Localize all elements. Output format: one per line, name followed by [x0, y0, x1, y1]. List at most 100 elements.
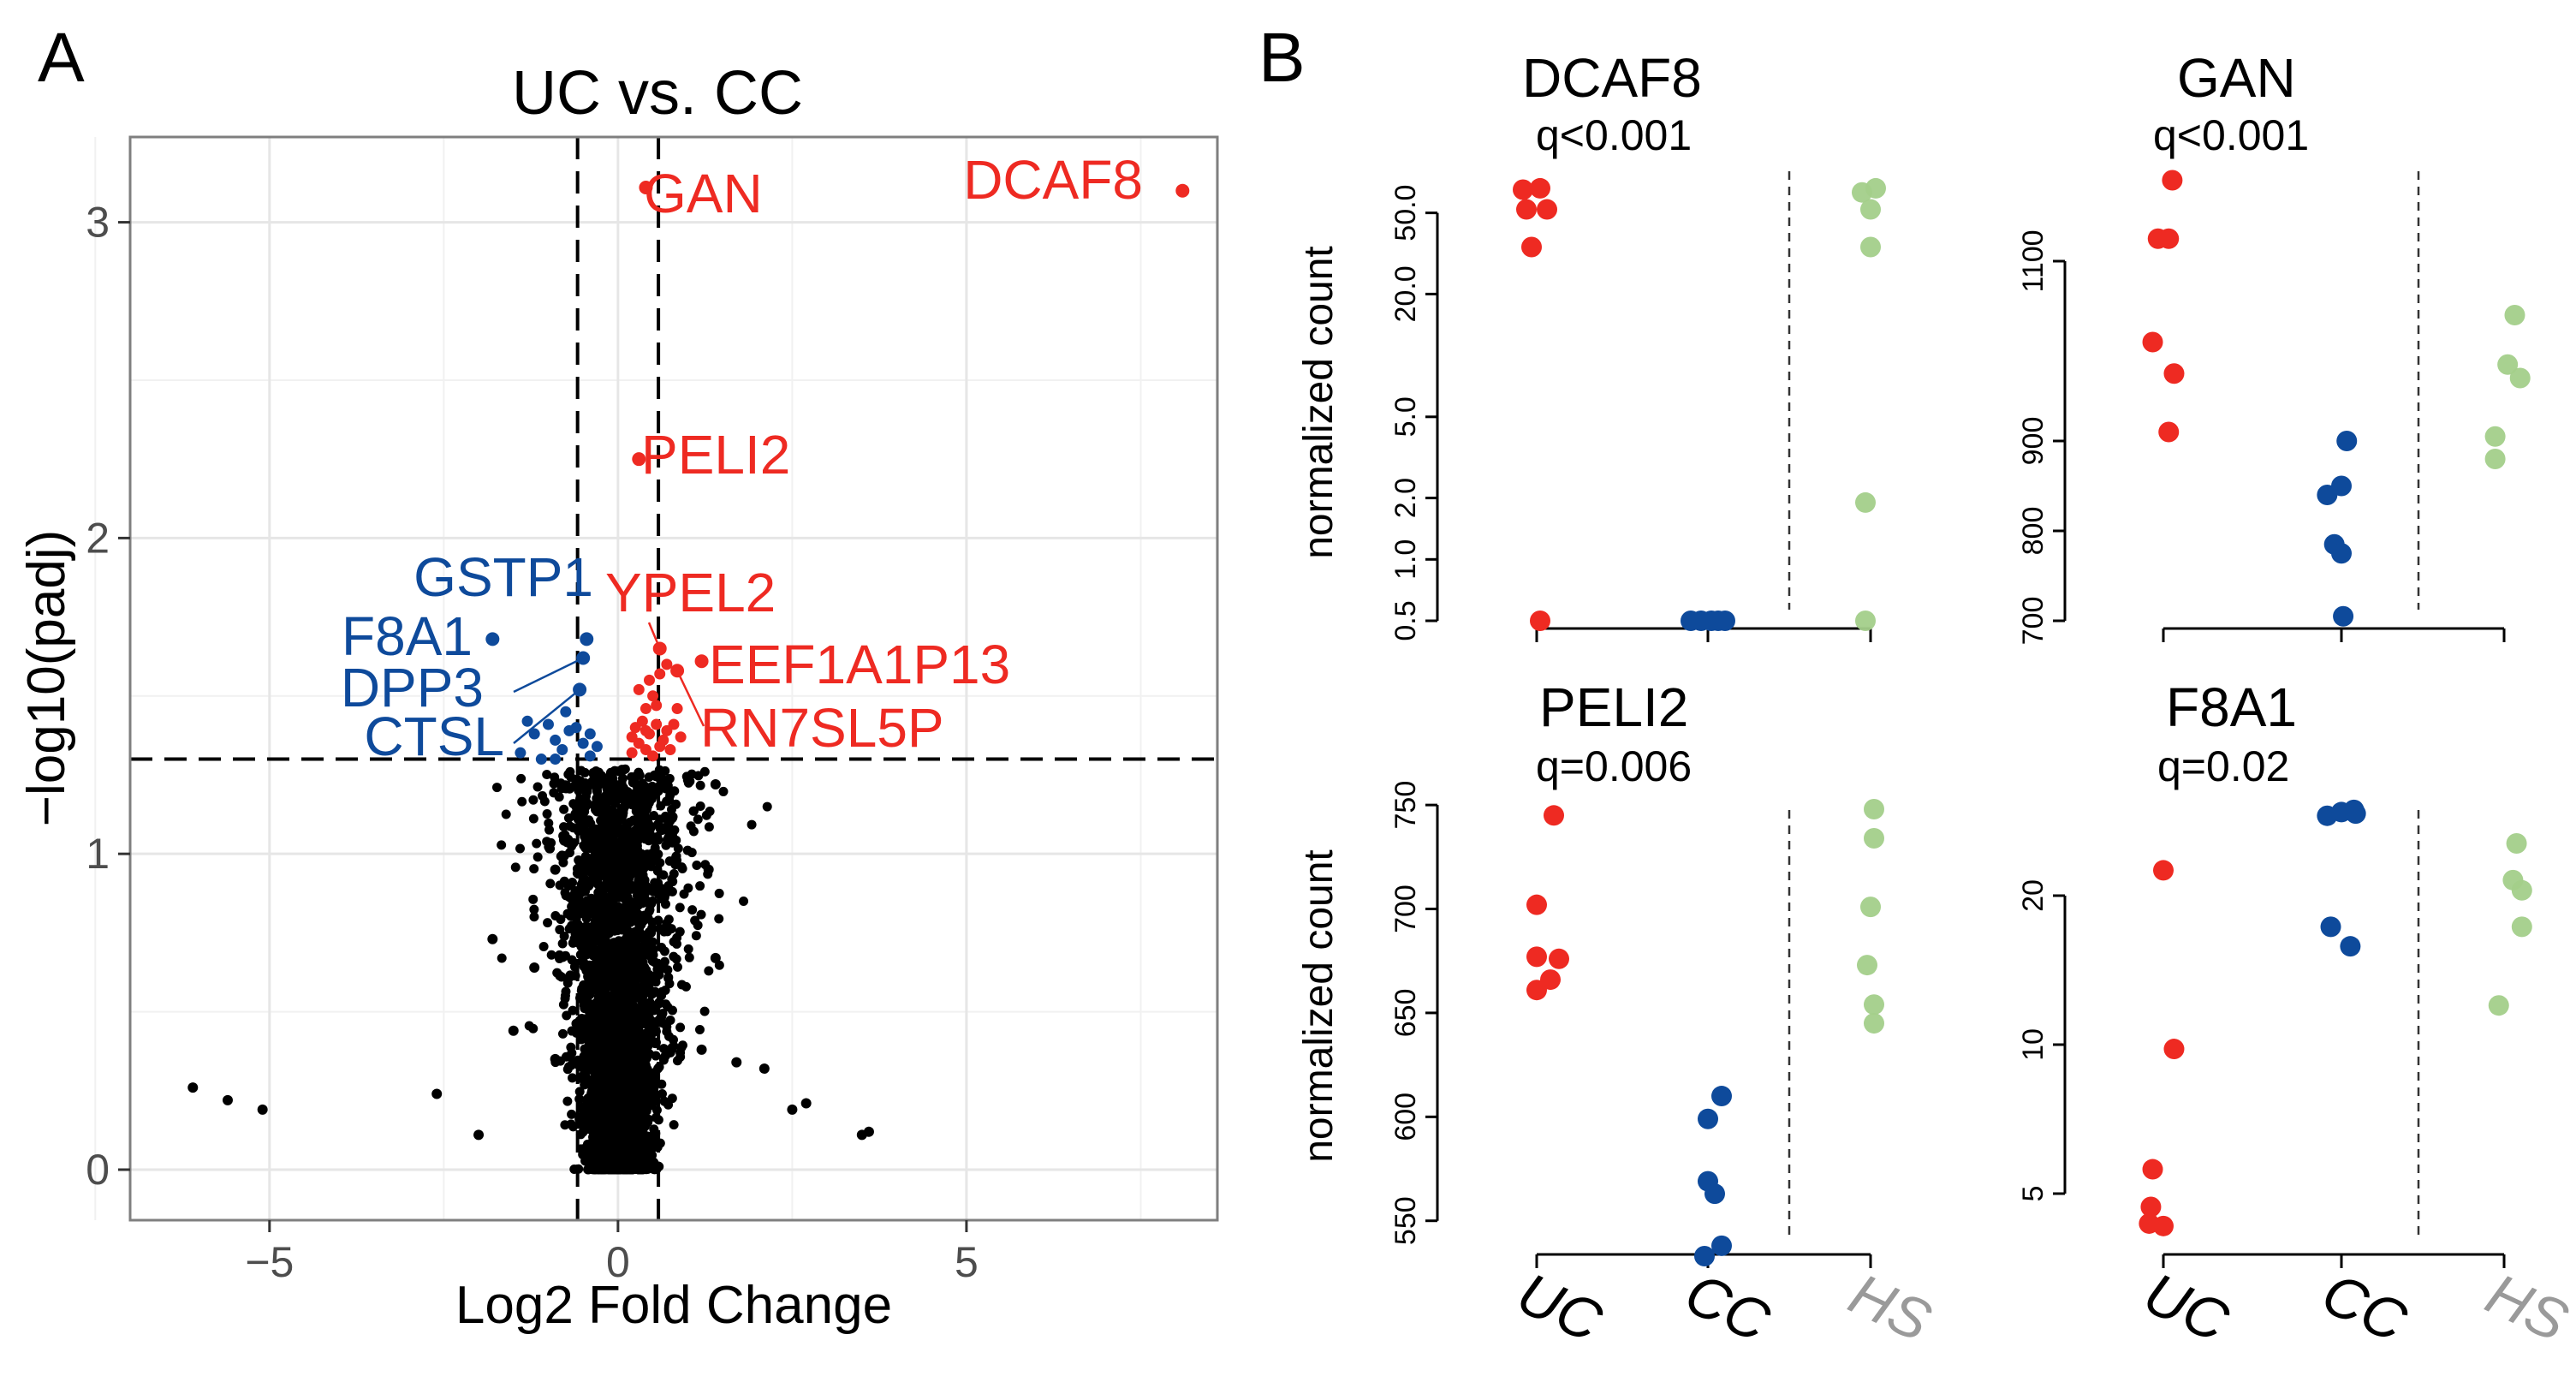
ns-point — [651, 1112, 661, 1123]
ns-point — [616, 793, 626, 803]
ns-point — [660, 985, 670, 995]
ns-point — [625, 870, 635, 880]
ns-point — [646, 898, 657, 908]
point-cc — [1711, 1086, 1732, 1107]
group-label-cc: CC — [2312, 1260, 2417, 1355]
strip-y-label-top: normalized count — [1296, 246, 1342, 559]
ns-point — [510, 862, 521, 873]
group-label-hs: HS — [1840, 1261, 1941, 1355]
ns-point — [655, 858, 665, 868]
ns-point — [634, 817, 645, 828]
point-uc — [2142, 331, 2163, 353]
ns-point — [634, 909, 644, 920]
ns-point — [644, 836, 654, 846]
ns-point — [660, 956, 670, 967]
y-tick-label: 600 — [1389, 1093, 1422, 1141]
point-hs — [1855, 611, 1876, 631]
ns-point — [588, 950, 598, 961]
ns-point — [582, 835, 592, 845]
labeled-point-dcaf8 — [1175, 183, 1190, 198]
labeled-point-peli2 — [632, 452, 646, 467]
f8a1-title: F8A1 — [2166, 676, 2297, 738]
ns-point — [596, 886, 606, 897]
ns-point — [633, 836, 643, 846]
ns-point — [497, 953, 507, 963]
ns-point — [559, 931, 569, 941]
ns-point — [631, 926, 641, 937]
ns-point — [564, 892, 574, 902]
ns-point — [667, 886, 677, 897]
up-point — [664, 743, 676, 755]
ns-point — [693, 920, 703, 931]
ns-point — [650, 843, 660, 853]
ns-point — [620, 801, 630, 812]
down-point — [584, 728, 596, 740]
y-tick-label: 10 — [2017, 1028, 2049, 1061]
ns-point — [561, 950, 571, 961]
gene-label-ypel2: YPEL2 — [605, 562, 776, 623]
ns-point — [585, 1100, 595, 1111]
point-hs — [2484, 426, 2506, 447]
ns-point — [517, 796, 527, 807]
point-uc — [2158, 228, 2180, 249]
y-tick-label: 1 — [86, 830, 110, 878]
ns-point — [596, 920, 606, 930]
ns-point — [633, 893, 643, 903]
ns-point — [501, 809, 511, 819]
ns-point — [623, 1151, 634, 1161]
ns-point — [624, 896, 634, 906]
ns-point — [569, 962, 580, 972]
ns-point — [492, 783, 503, 793]
ns-point — [618, 855, 628, 866]
point-uc — [1530, 177, 1550, 199]
y-tick-label: 750 — [1389, 781, 1422, 830]
ns-point — [545, 879, 556, 889]
point-uc — [1537, 199, 1557, 220]
ns-point — [550, 1053, 561, 1064]
ns-point — [645, 828, 655, 838]
ns-point — [568, 1073, 578, 1083]
ns-point — [731, 1057, 742, 1068]
y-tick-label: 50.0 — [1389, 185, 1422, 241]
ns-point — [634, 1072, 644, 1082]
ns-point — [557, 938, 568, 949]
gene-label-peli2: PELI2 — [641, 424, 790, 486]
ns-point — [645, 884, 656, 894]
ns-point — [661, 780, 671, 790]
ns-point — [647, 923, 657, 933]
ns-point — [574, 1164, 584, 1174]
ns-point — [613, 822, 623, 832]
point-cc — [2331, 543, 2352, 564]
ns-point — [640, 947, 650, 957]
up-point — [668, 718, 680, 730]
ns-point — [625, 917, 635, 927]
ns-point — [600, 1144, 610, 1154]
ns-point — [693, 814, 703, 825]
ns-point — [643, 1117, 653, 1128]
ns-point — [638, 872, 648, 882]
ns-point — [579, 1025, 589, 1035]
point-uc — [2153, 860, 2174, 881]
ns-point — [664, 816, 675, 826]
ns-point — [580, 1156, 591, 1166]
ns-point — [630, 1151, 640, 1161]
ns-point — [431, 1088, 443, 1099]
point-hs — [1864, 994, 1884, 1016]
point-uc — [2158, 421, 2180, 443]
ns-point — [586, 893, 597, 903]
point-hs — [1860, 199, 1881, 220]
point-cc — [2336, 431, 2358, 451]
ns-point — [675, 902, 685, 913]
volcano-panel: A UC vs. CC DCAF8 GAN PELI2 YPEL2 EEF1A1P13R… — [17, 19, 1219, 1335]
ns-point — [596, 823, 606, 833]
ns-point — [677, 1040, 687, 1051]
gene-label-dpp3: DPP3 — [341, 657, 484, 718]
ns-point — [634, 1134, 644, 1144]
ns-point — [591, 775, 601, 785]
up-point — [661, 658, 673, 670]
ns-point — [649, 1083, 659, 1093]
y-tick-label: 1.0 — [1389, 539, 1422, 580]
point-uc — [1516, 199, 1537, 220]
ns-point — [532, 782, 543, 792]
ns-point — [640, 1105, 651, 1116]
